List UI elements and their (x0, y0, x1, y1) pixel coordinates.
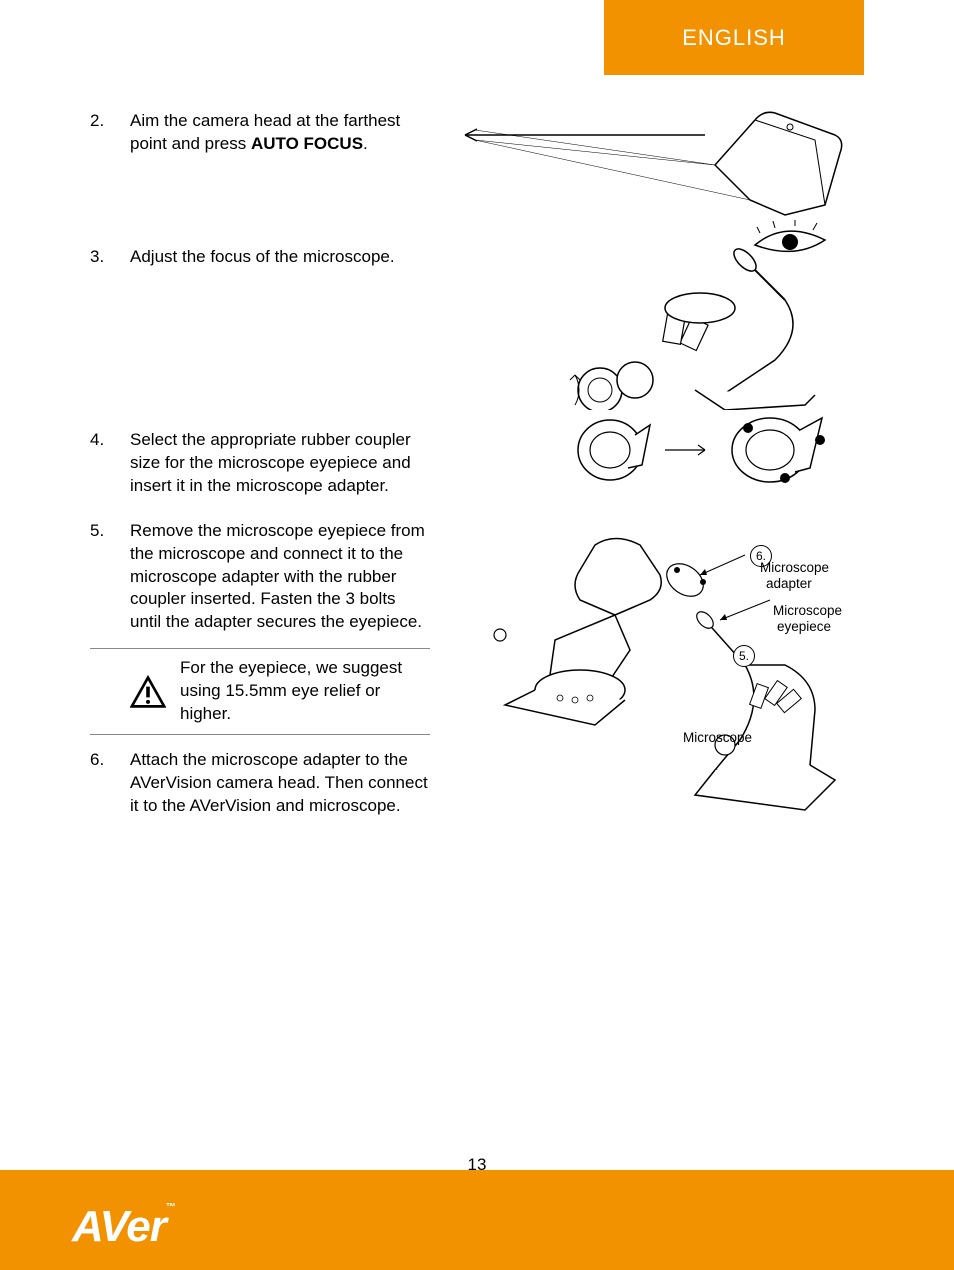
step-text: Remove the microscope eyepiece from the … (130, 520, 430, 635)
note-text: For the eyepiece, we suggest using 15.5m… (180, 657, 430, 726)
step-3: 3. Adjust the focus of the microscope. (90, 246, 430, 269)
logo-text: AVer (72, 1202, 166, 1251)
step-text: Attach the microscope adapter to the AVe… (130, 749, 430, 818)
step-text-b: . (363, 134, 368, 153)
language-tab: ENGLISH (604, 0, 864, 75)
camera-head-diagram (455, 105, 885, 225)
label-eyepiece-l2: eyepiece (773, 619, 831, 634)
step-number: 3. (90, 246, 130, 269)
label-microscope: Microscope (683, 730, 752, 745)
step-text: Aim the camera head at the farthest poin… (130, 110, 430, 156)
brand-logo: AVer™ (72, 1202, 175, 1252)
step-text: Adjust the focus of the microscope. (130, 246, 430, 269)
step-text: Select the appropriate rubber coupler si… (130, 429, 430, 498)
step-text-bold: AUTO FOCUS (251, 134, 363, 153)
assembly-diagram (455, 500, 885, 840)
diagram-area: 6. Microscope adapter Microscope eyepiec… (455, 105, 885, 835)
microscope-focus-diagram (545, 220, 885, 410)
label-adapter-l2: adapter (760, 576, 812, 591)
trademark-icon: ™ (166, 1202, 175, 1213)
step-2: 2. Aim the camera head at the farthest p… (90, 110, 430, 156)
label-eyepiece-l1: Microscope (773, 603, 842, 618)
step-number: 6. (90, 749, 130, 818)
label-adapter: Microscope adapter (760, 560, 829, 592)
label-adapter-l1: Microscope (760, 560, 829, 575)
step-number: 4. (90, 429, 130, 498)
label-eyepiece: Microscope eyepiece (773, 603, 842, 635)
coupler-adapter-diagram (570, 410, 870, 490)
step-6: 6. Attach the microscope adapter to the … (90, 749, 430, 818)
step-number: 2. (90, 110, 130, 156)
callout-5: 5. (733, 645, 755, 667)
step-5: 5. Remove the microscope eyepiece from t… (90, 520, 430, 635)
warning-icon (130, 675, 166, 709)
instruction-list: 2. Aim the camera head at the farthest p… (90, 110, 430, 818)
step-4: 4. Select the appropriate rubber coupler… (90, 429, 430, 498)
step-number: 5. (90, 520, 130, 635)
note-block: For the eyepiece, we suggest using 15.5m… (90, 648, 430, 735)
